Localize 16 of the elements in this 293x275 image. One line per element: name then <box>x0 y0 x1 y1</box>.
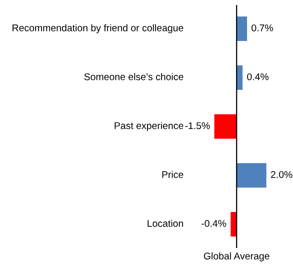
data-label: -0.4% <box>202 220 226 227</box>
data-label: -1.5% <box>185 122 210 130</box>
y-tick-label: Recommendation by friend or colleague <box>12 24 184 34</box>
data-label: 2.0% <box>271 171 292 178</box>
y-tick-label: Someone else’s choice <box>84 73 184 80</box>
bar <box>236 163 266 188</box>
x-axis-title: Global Average <box>204 252 270 262</box>
bar <box>230 212 237 236</box>
y-tick-label: Price <box>162 170 184 178</box>
data-label: 0.7% <box>252 24 273 32</box>
bar <box>214 114 237 139</box>
y-tick-label: Past experience <box>114 122 184 132</box>
data-label: 0.4% <box>247 73 269 80</box>
y-tick-label: Location <box>148 220 184 227</box>
bar <box>236 65 243 90</box>
bar <box>236 16 248 41</box>
